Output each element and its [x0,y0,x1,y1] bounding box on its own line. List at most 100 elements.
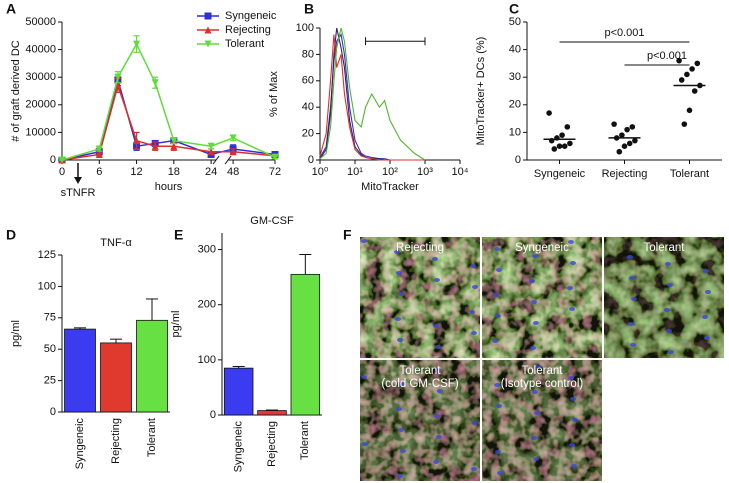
x-tick-label: Rejecting [110,418,122,464]
x-tick-label: Syngeneic [233,421,245,473]
y-tick-label: 0 [50,406,56,418]
nucleus [627,255,633,259]
y-tick-label: 200 [198,299,216,311]
x-tick-label: 48 [227,166,239,178]
nucleus [436,435,442,439]
x-axis-label: MitoTracker [361,181,419,193]
nucleus [394,250,400,254]
legend-label: Tolerant [225,38,264,50]
marker [151,142,159,150]
micrograph-label: Tolerant [400,365,442,377]
marker [133,40,141,48]
panel-letter: F [343,227,352,243]
panel-letter: C [509,1,519,17]
marker [207,142,215,150]
nucleus [568,376,574,380]
marker [95,150,103,158]
nucleus [433,324,439,328]
bar [257,410,287,416]
panel-letter: B [304,1,314,17]
micrograph-label: (cold GM-CSF) [381,378,458,390]
bar [290,273,321,416]
x-tick-label: 10³ [417,166,433,178]
y-tick-label: 30 [509,71,521,83]
dot [611,121,617,127]
dot [546,110,552,116]
x-tick-label: 0 [59,166,65,178]
dot [626,140,633,147]
dot [624,126,630,133]
nucleus [433,460,439,464]
micrograph-red [482,360,602,481]
y-axis-label: # of graft derived DC [10,40,22,142]
y-tick-label: 30000 [25,71,56,83]
nucleus [665,262,671,266]
y-tick-label: 0 [308,154,314,166]
nucleus [435,368,441,372]
x-tick-label: Rejecting [602,168,648,180]
nucleus [496,404,502,408]
nucleus [494,247,500,251]
nucleus [703,269,709,273]
nucleus [704,336,710,340]
y-tick-label: 20 [302,128,314,140]
nucleus [432,257,438,261]
marker [271,153,279,161]
nucleus [472,421,478,425]
dot [621,143,628,149]
y-tick-label: 10 [509,126,521,138]
y-tick-label: 0 [515,154,521,166]
y-tick-label: 100 [296,22,314,34]
marker [204,12,212,20]
micrograph-red [360,237,480,358]
y-tick-label: 125 [38,249,56,261]
nucleus [493,293,499,297]
bar [100,342,132,413]
x-tick-label: 72 [269,166,281,178]
nucleus [397,338,403,342]
y-tick-label: 10000 [25,126,56,138]
dot [559,132,565,138]
nucleus [666,329,672,333]
bar [223,367,254,416]
x-tick-label: Rejecting [266,421,278,467]
micrograph-label: Tolerant [522,365,564,377]
marker [204,26,212,34]
nucleus [437,389,443,393]
x-tick-label: 10⁰ [312,166,329,178]
x-tick-label: 18 [168,166,180,178]
dot [681,121,688,127]
marker [170,142,178,150]
marker [204,40,212,48]
nucleus [400,449,406,453]
chart-title: GM-CSF [250,215,294,227]
series-line [319,34,425,161]
y-tick-label: 300 [198,243,216,255]
nucleus [705,290,711,294]
marker [95,145,103,153]
dot [564,124,571,130]
nucleus [702,315,708,319]
x-tick-label: 24 [205,166,217,178]
y-axis-label: % of Max [268,71,280,117]
x-axis-label: hours [155,181,183,193]
dot [567,140,573,147]
nucleus [434,278,440,282]
x-tick-label: Tolerant [299,421,311,460]
nucleus [570,261,576,265]
x-tick-label: Syngeneic [74,418,86,470]
series-line [61,77,276,161]
nucleus [570,397,576,401]
nucleus [630,343,636,347]
nucleus [631,297,637,301]
dot [632,137,638,144]
nucleus [568,240,574,244]
comparison-label: p<0.001 [604,27,644,39]
dot [689,66,695,72]
y-tick-label: 0 [50,154,56,166]
dot [684,71,690,78]
y-tick-label: 20 [509,99,521,111]
x-tick-label: 10² [382,166,398,178]
y-axis-label: MitoTracker+ DCs (%) [475,37,487,146]
nucleus [569,307,575,311]
